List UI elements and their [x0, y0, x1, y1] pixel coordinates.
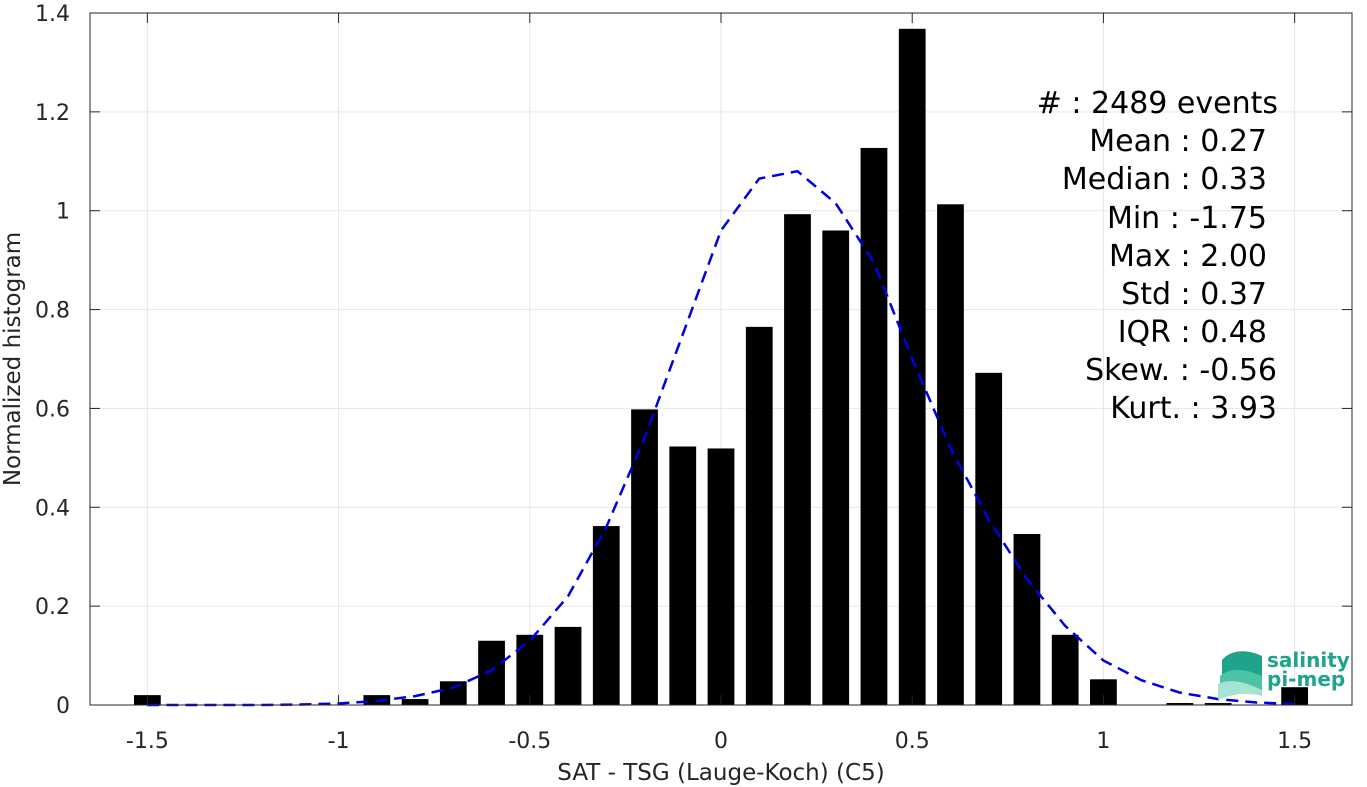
stat-median: Median : 0.33: [1062, 162, 1267, 197]
salinity-pi-mep-logo: salinity pi-mep: [1218, 648, 1350, 700]
wave-logo-icon: [1218, 651, 1262, 700]
histogram-bar: [1204, 703, 1232, 705]
stat-min: Min : -1.75: [1107, 201, 1267, 236]
histogram-bar: [631, 409, 658, 705]
x-tick-label: 1: [1096, 729, 1110, 754]
histogram-bar: [554, 626, 582, 705]
histogram-bar: [478, 640, 505, 705]
histogram-bar: [401, 699, 429, 705]
y-tick-label: 0.4: [35, 496, 70, 521]
x-tick-label: -1.5: [126, 729, 169, 754]
histogram-bars: [133, 28, 1309, 706]
logo-text-pi-mep: pi-mep: [1267, 667, 1345, 691]
stat-kurt: Kurt. : 3.93: [1110, 391, 1277, 426]
x-axis-label: SAT - TSG (Lauge-Koch) (C5): [557, 760, 884, 786]
histogram-bar: [822, 230, 850, 705]
logo-text-salinity: salinity: [1267, 648, 1350, 672]
y-tick-label: 1.2: [35, 101, 70, 126]
y-tick-label: 1.4: [35, 2, 70, 27]
stat-iqr: IQR : 0.48: [1118, 315, 1267, 350]
y-tick-label: 0.8: [35, 299, 70, 324]
histogram-bar: [439, 681, 467, 705]
statistics-annotation: # : 2489 events Mean : 0.27 Median : 0.3…: [1037, 86, 1278, 426]
y-tick-label: 0.6: [35, 397, 70, 422]
histogram-bar: [937, 204, 964, 705]
histogram-bar: [1051, 634, 1079, 705]
stat-mean: Mean : 0.27: [1089, 124, 1267, 159]
stat-events: # : 2489 events: [1037, 86, 1278, 121]
stat-skew: Skew. : -0.56: [1085, 353, 1277, 388]
stat-max: Max : 2.00: [1109, 239, 1267, 274]
stat-std: Std : 0.37: [1121, 277, 1267, 312]
histogram-bar: [669, 446, 697, 705]
x-tick-label: -0.5: [508, 729, 551, 754]
histogram-bar: [975, 372, 1003, 705]
histogram-bar: [1166, 703, 1194, 705]
x-axis-ticks: -1.5 -1 -0.5 0 0.5 1 1.5: [126, 13, 1312, 754]
histogram-bar: [784, 214, 811, 705]
y-tick-label: 0: [56, 694, 70, 719]
histogram-bar: [1013, 533, 1041, 705]
histogram-bar: [898, 28, 926, 706]
histogram-bar: [860, 147, 888, 705]
y-axis-ticks: 0 0.2 0.4 0.6 0.8 1 1.2 1.4: [35, 2, 1352, 719]
y-axis-label: Normalized histogram: [0, 232, 26, 486]
histogram-bar: [592, 526, 620, 705]
histogram-bar: [745, 326, 773, 705]
grid-lines: [90, 12, 1352, 706]
y-tick-label: 0.2: [35, 595, 70, 620]
histogram-bar: [707, 448, 735, 705]
x-tick-label: 1.5: [1277, 729, 1312, 754]
histogram-bar: [516, 634, 544, 705]
x-tick-label: 0.5: [895, 729, 930, 754]
y-tick-label: 1: [56, 200, 70, 225]
x-tick-label: -1: [328, 729, 350, 754]
x-tick-label: 0: [714, 729, 728, 754]
